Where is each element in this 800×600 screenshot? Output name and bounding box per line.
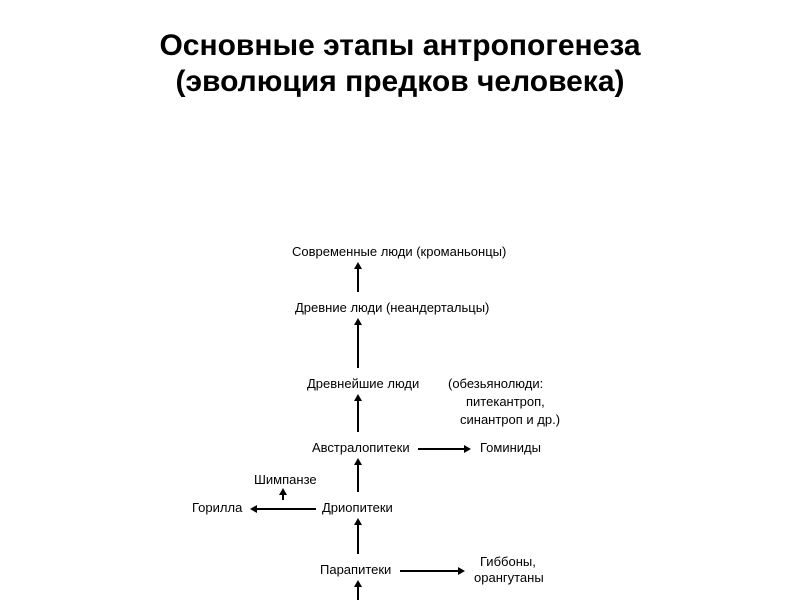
arrow-h-2 — [400, 570, 458, 572]
node-n8: Современные люди (кроманьонцы) — [292, 244, 506, 259]
arrow-v-2 — [357, 464, 359, 492]
node-n4: Дриопитеки — [322, 500, 393, 515]
node-n5: Австралопитеки — [312, 440, 410, 455]
node-n6: Древнейшие люди — [307, 376, 419, 391]
arrow-v-head-4 — [354, 318, 362, 325]
arrow-v-head-6 — [279, 488, 287, 495]
node-n6side3: синантроп и др.) — [460, 412, 560, 427]
node-n3r2: орангутаны — [474, 570, 544, 585]
arrow-h-head-0 — [250, 505, 257, 513]
arrow-v-head-3 — [354, 394, 362, 401]
arrow-h-0 — [256, 508, 316, 510]
arrow-v-3 — [357, 400, 359, 432]
arrow-v-head-0 — [354, 580, 362, 587]
arrow-v-head-1 — [354, 518, 362, 525]
node-chimp: Шимпанзе — [254, 472, 317, 487]
arrow-h-1 — [418, 448, 464, 450]
node-gorilla: Горилла — [192, 500, 242, 515]
arrow-v-5 — [357, 268, 359, 292]
arrow-h-head-2 — [458, 567, 465, 575]
node-n3r1: Гиббоны, — [480, 554, 536, 569]
node-n3: Парапитеки — [320, 562, 391, 577]
node-n6side1: (обезьянолюди: — [448, 376, 543, 391]
page-title: Основные этапы антропогенеза (эволюция п… — [0, 0, 800, 100]
title-line-1: Основные этапы антропогенеза — [0, 28, 800, 64]
arrow-v-head-5 — [354, 262, 362, 269]
arrow-v-head-2 — [354, 458, 362, 465]
arrow-h-head-1 — [464, 445, 471, 453]
node-n7: Древние люди (неандертальцы) — [295, 300, 489, 315]
node-n5r: Гоминиды — [480, 440, 541, 455]
arrow-v-0 — [357, 586, 359, 600]
node-n6side2: питекантроп, — [466, 394, 545, 409]
arrow-v-4 — [357, 324, 359, 368]
title-line-2: (эволюция предков человека) — [0, 64, 800, 100]
arrow-v-1 — [357, 524, 359, 554]
